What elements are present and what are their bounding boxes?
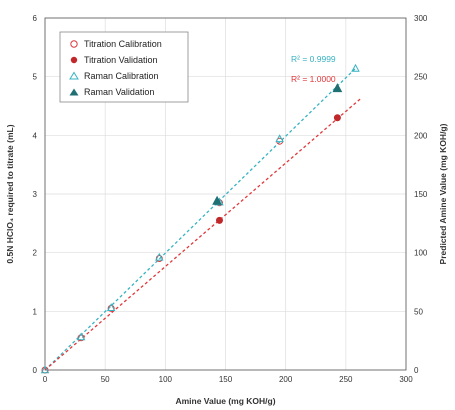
y-tick-label: 3 bbox=[33, 190, 38, 199]
y2-tick-label: 0 bbox=[414, 366, 419, 375]
x-tick-label: 300 bbox=[399, 375, 413, 384]
x-tick-label: 150 bbox=[219, 375, 233, 384]
data-point bbox=[215, 216, 223, 224]
y2-tick-label: 300 bbox=[414, 14, 428, 23]
legend-label-raman-validation: Raman Validation bbox=[84, 87, 154, 97]
fit-line bbox=[44, 67, 356, 371]
y-tick-label: 5 bbox=[33, 73, 38, 82]
legend-marker-raman-validation bbox=[69, 88, 79, 96]
y2-tick-label: 100 bbox=[414, 249, 428, 258]
data-point bbox=[77, 334, 85, 342]
x-tick-label: 0 bbox=[43, 375, 48, 384]
data-point bbox=[106, 303, 116, 311]
data-point bbox=[76, 332, 86, 341]
y-tick-label: 4 bbox=[33, 131, 38, 140]
tick-labels: 0 50 100 150 200 250 3000123456050100150200250… bbox=[33, 14, 428, 384]
y2-tick-label: 150 bbox=[414, 190, 428, 199]
r2-label-raman: R² = 0.9999 bbox=[291, 54, 336, 64]
x-tick-label: 200 bbox=[279, 375, 293, 384]
x-tick-label: 50 bbox=[101, 375, 110, 384]
legend-marker-raman-calibration bbox=[69, 71, 79, 80]
y2-tick-label: 250 bbox=[414, 73, 428, 82]
y-tick-label: 6 bbox=[33, 14, 38, 23]
x-axis-title: Amine Value (mg KOH/g) bbox=[175, 396, 275, 406]
legend-label-raman-calibration: Raman Calibration bbox=[84, 71, 159, 81]
legend-label-titration-validation: Titration Validation bbox=[84, 55, 158, 65]
legend-marker-titration-calibration bbox=[70, 40, 78, 48]
data-point bbox=[155, 252, 164, 261]
plot-frame bbox=[44, 17, 407, 371]
legend-box bbox=[59, 31, 189, 103]
y-tick-label: 2 bbox=[33, 249, 38, 258]
y2-tick-label: 200 bbox=[414, 131, 428, 140]
y2-tick-label: 50 bbox=[414, 307, 423, 316]
data-point bbox=[332, 83, 343, 93]
data-point bbox=[351, 63, 360, 72]
r2-label-titration: R² = 1.0000 bbox=[291, 74, 336, 84]
x-tick-label: 250 bbox=[339, 375, 353, 384]
data-point bbox=[275, 134, 284, 143]
fit-lines bbox=[44, 67, 361, 371]
legend: Titration Calibration Titration Validati… bbox=[59, 31, 189, 103]
y-tick-label: 0 bbox=[33, 366, 38, 375]
x-tick-label: 100 bbox=[159, 375, 173, 384]
legend-label-titration-calibration: Titration Calibration bbox=[84, 39, 162, 49]
data-point bbox=[107, 304, 115, 312]
data-point bbox=[212, 195, 222, 205]
y-axis-title: 0.5N HClO₄ required to titrate (mL) bbox=[5, 124, 15, 263]
data-points bbox=[40, 63, 360, 374]
y-tick-label: 1 bbox=[33, 307, 38, 316]
legend-marker-titration-validation bbox=[70, 56, 78, 64]
y2-axis-title: Predicted Amine Value (mg KOH/g) bbox=[438, 123, 448, 264]
data-point bbox=[333, 114, 341, 122]
data-point bbox=[40, 365, 50, 374]
